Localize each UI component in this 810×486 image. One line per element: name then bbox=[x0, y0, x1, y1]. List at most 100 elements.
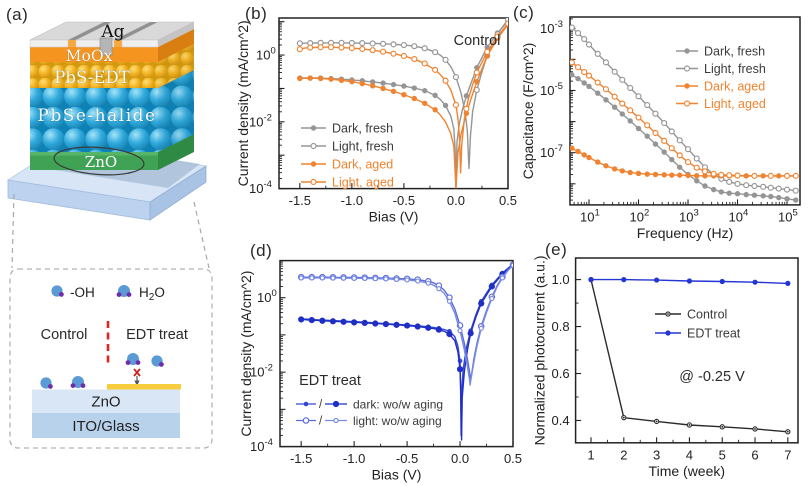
svg-text:10-2: 10-2 bbox=[250, 363, 273, 380]
series-c bbox=[570, 24, 799, 203]
legend-b: Dark, fresh Light, fresh Dark, aged Light, … bbox=[301, 121, 394, 189]
svg-text:light: wo/w aging: light: wo/w aging bbox=[353, 414, 442, 428]
svg-text:Dark, aged: Dark, aged bbox=[332, 157, 393, 171]
svg-text:-1.5: -1.5 bbox=[290, 451, 312, 466]
svg-text:EDT treat: EDT treat bbox=[687, 326, 741, 340]
svg-text:10-2: 10-2 bbox=[249, 112, 272, 129]
axis-frame-b bbox=[278, 17, 509, 190]
inset-control-label: Control bbox=[41, 327, 88, 343]
x-axis-title-e: Time (week) bbox=[649, 463, 726, 479]
axes-c bbox=[570, 18, 788, 205]
legend-e: Control EDT treat bbox=[655, 307, 741, 340]
inset-ito-layer bbox=[32, 413, 180, 438]
x-axis-title-b: Bias (V) bbox=[369, 209, 419, 225]
series-b bbox=[296, 18, 508, 189]
series-b-3 bbox=[296, 20, 508, 174]
svg-text:10-4: 10-4 bbox=[250, 437, 273, 454]
axes-e bbox=[575, 279, 789, 443]
inset-zno-layer bbox=[32, 389, 180, 413]
svg-text:0.8: 0.8 bbox=[552, 319, 570, 334]
x-axis-title-d: Bias (V) bbox=[372, 467, 422, 483]
label-pbse-halide: PbSe-halide bbox=[37, 106, 156, 126]
svg-text:104: 104 bbox=[729, 207, 749, 224]
chart-c: 101 102 103 104 105 10-7 10-5 10-3 Frequency (Hz… bbox=[520, 16, 801, 241]
panel-letter-d: (d) bbox=[250, 241, 273, 260]
legend-c: Dark, fresh Light, fresh Dark, aged Light, … bbox=[676, 44, 766, 111]
device-schematic: Ag MoOx PbS-EDT PbSe-halide ZnO -OH H2O … bbox=[6, 21, 213, 449]
svg-text:105: 105 bbox=[778, 207, 798, 224]
blocked-arrow bbox=[133, 368, 141, 386]
series-d-1 bbox=[298, 261, 513, 441]
svg-text:Dark, fresh: Dark, fresh bbox=[704, 44, 765, 58]
svg-text:10-5: 10-5 bbox=[540, 81, 563, 98]
svg-text:0.5: 0.5 bbox=[499, 193, 517, 208]
surface-inset: -OH H2O Control EDT treat ZnO ITO/Glass bbox=[9, 268, 213, 449]
svg-text:2: 2 bbox=[620, 447, 627, 462]
svg-text:103: 103 bbox=[679, 207, 699, 224]
annotation-d-0: EDT treat bbox=[299, 373, 361, 389]
series-c-3 bbox=[570, 59, 799, 179]
svg-text:102: 102 bbox=[630, 207, 650, 224]
series-d bbox=[297, 261, 513, 441]
series-c-1 bbox=[570, 24, 799, 194]
svg-text:101: 101 bbox=[580, 207, 600, 224]
label-pbs-edt: PbS-EDT bbox=[54, 68, 129, 87]
svg-text:Control: Control bbox=[687, 307, 727, 321]
svg-text:-0.5: -0.5 bbox=[396, 451, 418, 466]
axes-d bbox=[280, 261, 514, 448]
panel-letter-b: (b) bbox=[245, 4, 268, 23]
svg-text:Light, fresh: Light, fresh bbox=[332, 139, 394, 153]
svg-text:dark: wo/w aging: dark: wo/w aging bbox=[353, 397, 443, 411]
h2o-label: H2O bbox=[139, 285, 165, 303]
panel-letter-c: (c) bbox=[513, 3, 535, 22]
svg-text:5: 5 bbox=[719, 447, 726, 462]
svg-text:0.0: 0.0 bbox=[451, 451, 469, 466]
svg-text:10-7: 10-7 bbox=[540, 143, 563, 160]
tick-labels-c: 101 102 103 104 105 10-7 10-5 10-3 bbox=[540, 19, 798, 225]
series-c-2 bbox=[570, 145, 799, 179]
svg-text:-1.0: -1.0 bbox=[343, 451, 365, 466]
svg-text:/: / bbox=[319, 416, 323, 428]
svg-text:1: 1 bbox=[587, 447, 594, 462]
svg-text:Light, fresh: Light, fresh bbox=[704, 62, 766, 76]
layer-zno bbox=[30, 134, 194, 170]
series-e bbox=[588, 276, 791, 435]
tick-labels-d: -1.5 -1.0 -0.5 0.0 0.5 10-4 10-2 100 bbox=[250, 288, 522, 466]
series-b-1 bbox=[296, 18, 508, 170]
legend-d: / dark: wo/w aging / light: wo/w aging bbox=[296, 397, 443, 428]
edt-passivation-layer bbox=[107, 384, 181, 390]
label-zno: ZnO bbox=[85, 153, 117, 171]
svg-text:4: 4 bbox=[686, 447, 693, 462]
zoom-connector-right bbox=[193, 201, 210, 269]
svg-text:Light, aged: Light, aged bbox=[704, 97, 766, 111]
oh-label: -OH bbox=[70, 285, 95, 300]
svg-text:-0.5: -0.5 bbox=[393, 193, 415, 208]
annotation-b-0: Control bbox=[454, 33, 501, 49]
layer-pbse-halide bbox=[30, 70, 194, 152]
axes-b bbox=[279, 21, 509, 190]
svg-text:Light, aged: Light, aged bbox=[332, 175, 394, 189]
axis-frame-c bbox=[569, 16, 801, 206]
svg-text:6: 6 bbox=[751, 447, 758, 462]
svg-text:1.0: 1.0 bbox=[552, 272, 570, 287]
svg-text:-1.5: -1.5 bbox=[289, 193, 311, 208]
svg-text:Dark, fresh: Dark, fresh bbox=[332, 121, 393, 135]
inset-ito-label: ITO/Glass bbox=[72, 418, 139, 435]
svg-text:Dark, aged: Dark, aged bbox=[704, 79, 765, 93]
label-ag: Ag bbox=[100, 22, 124, 42]
tick-labels-e: 1 2 3 4 5 6 7 0.4 0.6 0.8 1.0 bbox=[552, 272, 792, 462]
svg-text:3: 3 bbox=[653, 447, 660, 462]
svg-text:/: / bbox=[319, 399, 323, 411]
y-axis-title-b: Current density (mA/cm^2) bbox=[235, 20, 251, 186]
x-axis-title-c: Frequency (Hz) bbox=[637, 225, 733, 241]
inset-zno-label: ZnO bbox=[91, 394, 120, 411]
svg-text:0.4: 0.4 bbox=[552, 413, 570, 428]
label-moox: MoOx bbox=[66, 47, 113, 65]
layer-pbs-edt bbox=[30, 44, 194, 88]
y-axis-title-c: Capacitance (F/cm^2) bbox=[520, 43, 536, 180]
zno-highlight-ellipse bbox=[53, 146, 145, 176]
inset-edt-label: EDT treat bbox=[126, 327, 188, 343]
svg-text:100: 100 bbox=[256, 46, 276, 63]
